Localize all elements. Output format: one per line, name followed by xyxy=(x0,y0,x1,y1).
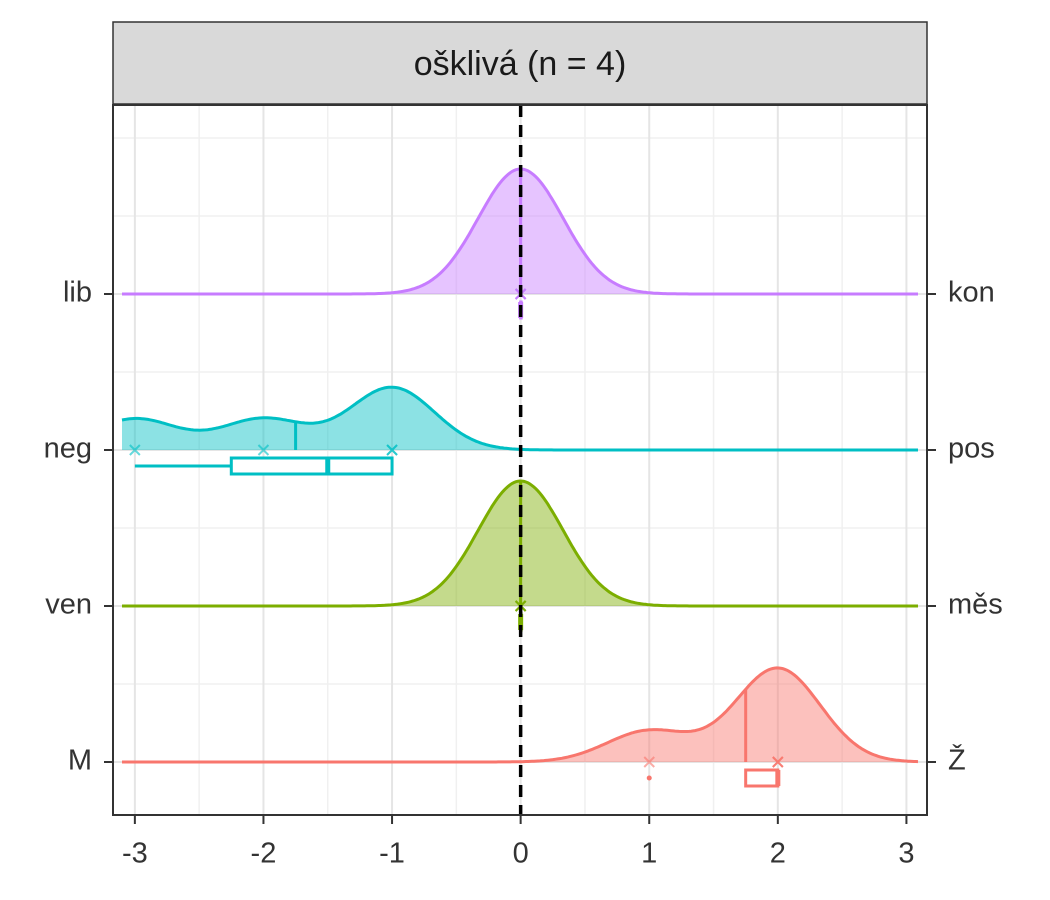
y2-tick-label: měs xyxy=(948,589,1003,621)
y-tick-label: neg xyxy=(44,433,92,465)
x-tick-label: 3 xyxy=(898,838,914,870)
box xyxy=(229,456,394,476)
x-tick-label: 0 xyxy=(513,838,529,870)
density-line xyxy=(122,666,919,764)
data-point xyxy=(772,756,784,768)
data-point xyxy=(643,756,655,768)
y2-tick-label: pos xyxy=(948,433,995,465)
density-area xyxy=(122,667,918,762)
data-point xyxy=(129,444,141,456)
y-tick-label: ven xyxy=(45,589,92,621)
x-tick-label: 2 xyxy=(770,838,786,870)
y-tick-label: M xyxy=(68,745,92,777)
facet-strip xyxy=(112,21,928,105)
x-tick-label: -3 xyxy=(122,838,148,870)
x-tick-label: -2 xyxy=(251,838,277,870)
outlier xyxy=(646,775,652,781)
y2-tick-label: Ž xyxy=(948,744,966,777)
data-point xyxy=(386,444,398,456)
density-area xyxy=(122,387,918,450)
y-tick-label: lib xyxy=(63,277,92,309)
x-tick-label: 1 xyxy=(641,838,657,870)
box xyxy=(744,768,780,788)
y2-tick-label: kon xyxy=(948,277,995,309)
data-point xyxy=(257,444,270,456)
panel-border xyxy=(112,104,928,816)
x-tick-label: -1 xyxy=(379,838,405,870)
facet-title: ošklivá (n = 4) xyxy=(414,45,627,83)
